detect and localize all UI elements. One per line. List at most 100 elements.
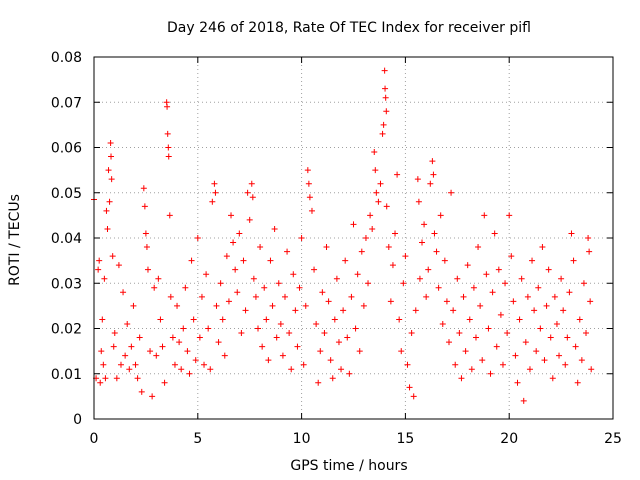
data-point [180, 325, 187, 332]
data-point [574, 379, 581, 386]
data-point [111, 330, 118, 337]
data-point [566, 289, 573, 296]
data-point [585, 235, 592, 241]
data-point [190, 316, 197, 323]
data-point [506, 212, 513, 219]
data-point [588, 366, 595, 373]
data-point [244, 189, 251, 196]
data-point [203, 271, 210, 278]
data-point [290, 271, 297, 278]
data-point [284, 248, 291, 255]
data-point [450, 307, 457, 314]
data-point [570, 257, 577, 264]
y-tick-label: 0.01 [51, 367, 82, 383]
x-tick-label: 10 [293, 431, 311, 447]
data-point [524, 293, 531, 300]
data-point [319, 289, 326, 296]
data-point [143, 244, 150, 251]
data-point [149, 393, 156, 400]
data-point [108, 153, 115, 160]
data-point [551, 293, 558, 300]
data-point [110, 343, 117, 350]
data-point [340, 307, 347, 314]
data-point [539, 244, 546, 251]
data-point [151, 284, 158, 291]
data-point [448, 189, 455, 196]
data-point [311, 266, 318, 273]
data-point [475, 244, 482, 251]
data-point [267, 257, 274, 264]
data-point [383, 108, 390, 115]
data-point [556, 352, 563, 359]
data-point [441, 257, 448, 264]
data-point [348, 293, 355, 300]
data-point [217, 280, 224, 287]
data-point [105, 167, 112, 174]
data-point [230, 239, 237, 246]
data-point [402, 253, 409, 260]
data-point [157, 316, 164, 323]
data-point [292, 307, 299, 314]
data-point [104, 225, 111, 232]
data-point [377, 180, 384, 187]
data-point [321, 330, 328, 337]
data-point [487, 370, 494, 377]
data-point [553, 320, 560, 327]
data-point [296, 284, 303, 291]
data-point [221, 352, 228, 359]
data-point [174, 302, 181, 309]
data-point [352, 325, 359, 332]
data-point [196, 334, 203, 341]
data-point [161, 379, 168, 386]
data-point [383, 203, 390, 210]
data-point [362, 235, 369, 241]
data-point [344, 334, 351, 341]
data-point [430, 171, 437, 178]
data-point [167, 293, 174, 300]
data-point [232, 266, 239, 273]
data-point [360, 302, 367, 309]
data-point [120, 289, 127, 296]
data-point [454, 275, 461, 282]
data-point [275, 280, 282, 287]
data-point [211, 180, 218, 187]
data-point [273, 334, 280, 341]
data-point [236, 230, 243, 237]
data-point [122, 352, 129, 359]
data-point [423, 293, 430, 300]
data-point [468, 366, 475, 373]
data-point [97, 379, 104, 386]
data-point [472, 334, 479, 341]
y-axis-label: ROTI / TECUs [7, 194, 23, 286]
data-point [375, 198, 382, 205]
x-axis-label: GPS time / hours [290, 458, 407, 474]
data-point [96, 257, 103, 264]
data-point [481, 212, 488, 219]
data-point [489, 289, 496, 296]
data-point [578, 357, 585, 364]
data-point [392, 230, 399, 237]
data-point [382, 94, 389, 101]
data-point [176, 339, 183, 346]
data-point [586, 248, 593, 255]
data-point [371, 149, 378, 156]
x-tick-label: 0 [90, 431, 99, 447]
data-point [414, 176, 421, 183]
data-point [533, 348, 540, 355]
data-point [479, 357, 486, 364]
data-point [491, 230, 498, 237]
data-point [518, 275, 525, 282]
data-point [100, 361, 107, 368]
data-point [186, 370, 193, 377]
data-point [107, 139, 114, 146]
data-point [443, 298, 450, 305]
data-point [329, 375, 336, 382]
data-point [281, 293, 288, 300]
data-point [421, 221, 428, 228]
data-point [308, 207, 315, 214]
x-tick-label: 25 [604, 431, 622, 447]
data-point [265, 357, 272, 364]
data-point [522, 339, 529, 346]
data-point [126, 366, 133, 373]
